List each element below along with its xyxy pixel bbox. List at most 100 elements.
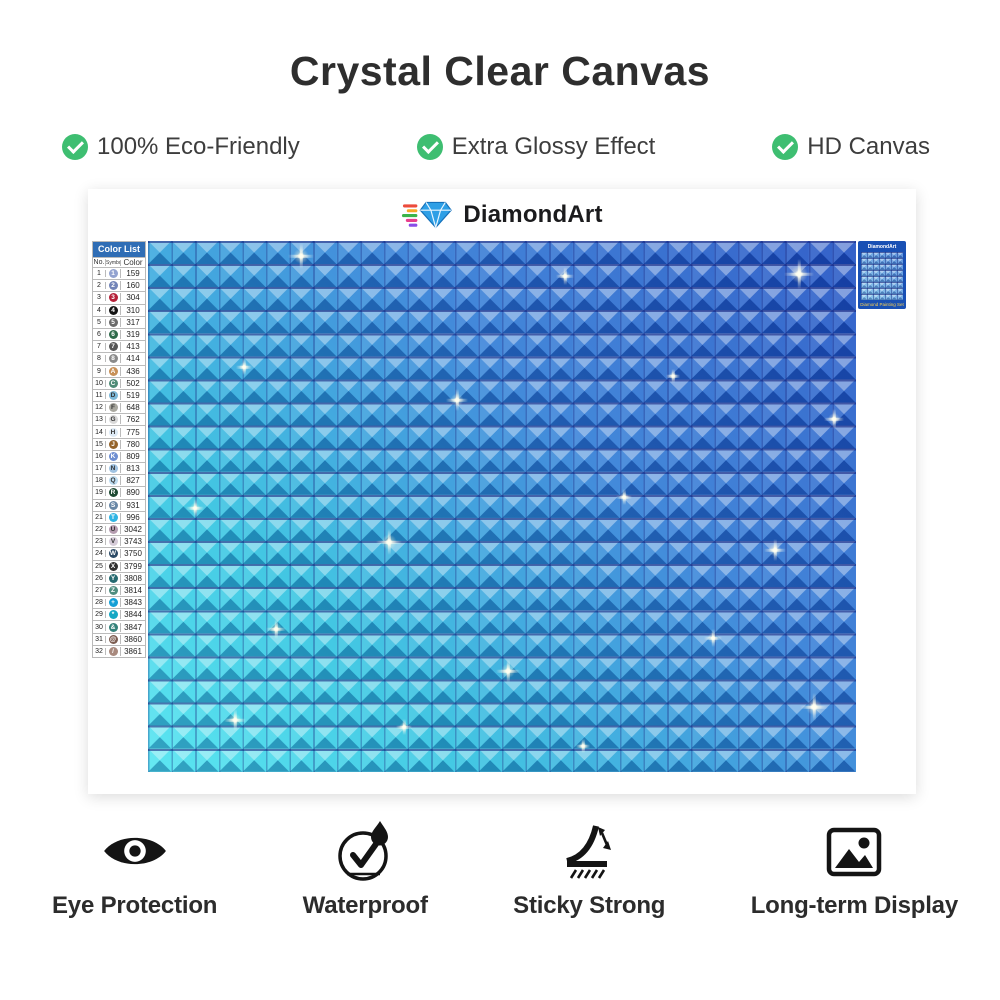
sparkle [446,389,468,411]
color-number: 6 [93,331,106,339]
color-code: 310 [126,305,140,315]
thumbnail-brand: DiamondArt [867,244,897,250]
color-symbol-dot: A [108,366,118,376]
color-list-row: 14 H 775 [93,425,145,437]
color-code: 413 [126,342,140,352]
product-box-thumbnail: DiamondArt Diamond Painting Set [858,241,906,309]
color-list-row: 21 T 996 [93,510,145,523]
color-number: 22 [93,526,106,534]
color-number: 21 [93,513,106,521]
color-symbol-dot: X [108,561,118,571]
sparkle [764,539,786,561]
color-list-row: 27 Z 3814 [93,583,145,596]
color-code: 813 [126,464,140,474]
sparkle [800,693,828,721]
color-symbol-dot: + [108,598,118,608]
color-code: 3799 [124,561,142,571]
bottom-features-row: Eye Protection Waterproof Sticky Strong [52,820,958,920]
color-code: 317 [126,317,140,327]
bottom-feature-label: Eye Protection [52,892,218,919]
check-icon [772,134,799,160]
color-number: 24 [93,550,106,558]
color-list-row: 22 U 3042 [93,522,145,535]
header-no: No. [93,259,106,266]
color-symbol-dot: N [108,464,118,474]
color-list-row: 17 N 813 [93,462,145,474]
color-list-row: 3 3 304 [93,291,145,303]
color-code: 3743 [124,537,142,547]
color-symbol-dot: 4 [108,305,118,315]
feature-glossy-effect: Extra Glossy Effect [416,133,655,161]
brand-logo: DiamondArt [88,195,916,235]
color-symbol-dot: S [108,500,118,510]
color-code: 160 [126,281,140,291]
color-list-row: 1 1 159 [93,267,145,279]
feature-long-term-display: Long-term Display [751,820,958,920]
color-code: 827 [126,476,140,486]
diamond-canvas-grid [148,241,856,772]
sparkle [288,243,314,269]
color-number: 14 [93,428,106,436]
color-code: 3808 [124,573,142,583]
bottom-feature-label: Sticky Strong [513,892,666,919]
color-number: 30 [93,623,106,631]
color-code: 3844 [124,610,142,620]
feature-waterproof: Waterproof [303,820,428,920]
color-code: 780 [126,439,140,449]
color-code: 502 [126,378,140,388]
sparkle [396,719,412,735]
color-list-row: 28 + 3843 [93,596,145,608]
color-code: 931 [126,500,140,510]
color-symbol-dot: 1 [108,269,118,279]
color-list-row: 30 & 3847 [93,620,145,632]
color-symbol-dot: W [108,549,118,559]
color-list-row: 10 C 502 [93,376,145,389]
sparkle [824,409,844,429]
color-code: 762 [126,415,140,425]
header-symbol: Symbol [106,259,121,266]
top-features-row: 100% Eco-Friendly Extra Glossy Effect HD… [62,133,930,161]
color-code: 304 [126,293,140,303]
color-list-row: 5 5 317 [93,315,145,328]
color-list-row: 13 G 762 [93,413,145,425]
color-list-row: 18 Q 827 [93,474,145,486]
color-code: 3814 [124,585,142,595]
thumbnail-diamond-grid [861,252,903,300]
color-list-header: No. Symbol Color [93,257,145,267]
color-symbol-dot: @ [108,634,118,644]
color-symbol-dot: R [108,488,118,498]
feature-eco-friendly: 100% Eco-Friendly [62,133,300,161]
color-number: 1 [93,270,106,278]
sparkle [666,369,680,383]
color-symbol-dot: 3 [108,293,118,303]
color-number: 32 [93,647,106,655]
color-symbol-dot: & [108,622,118,632]
check-icon [62,134,88,160]
color-list-row: 29 * 3844 [93,608,145,620]
color-list-panel: Color List No. Symbol Color 1 1 159 2 2 … [92,241,146,658]
color-list-row: 31 @ 3860 [93,632,145,645]
color-list-row: 26 Y 3808 [93,571,145,584]
sparkle [224,709,246,731]
sparkle [376,529,402,555]
color-symbol-dot: K [108,451,118,461]
page-title: Crystal Clear Canvas [289,48,711,94]
color-number: 16 [93,452,106,460]
check-icon [416,134,443,160]
color-code: 519 [126,390,140,400]
color-list-row: 23 V 3743 [93,535,145,547]
color-code: 436 [126,366,140,376]
color-symbol-dot: 8 [108,354,118,364]
color-code: 890 [126,488,140,498]
color-symbol-dot: 6 [108,330,118,340]
color-code: 3847 [124,622,142,632]
thumbnail-caption: Diamond Painting Set [860,302,904,307]
color-list-row: 9 A 436 [93,364,145,377]
color-list-row: 24 W 3750 [93,547,145,559]
color-list-row: 32 / 3861 [93,644,145,657]
feature-label: HD Canvas [807,133,930,160]
color-number: 31 [93,635,106,643]
color-list-row: 12 F 648 [93,401,145,413]
color-code: 775 [126,427,140,437]
color-symbol-dot: T [108,512,118,522]
